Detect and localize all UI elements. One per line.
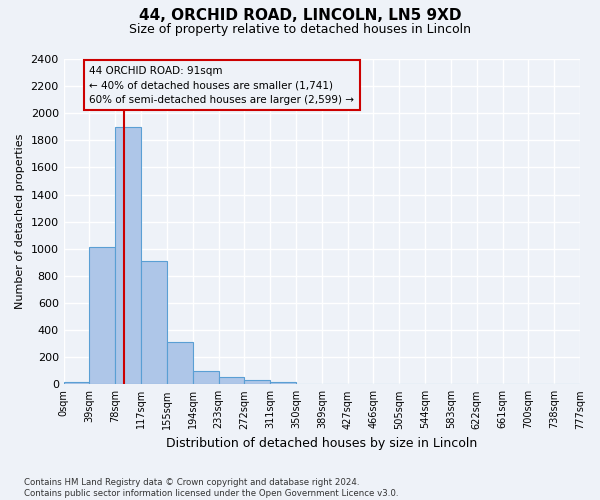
Bar xyxy=(141,261,167,384)
Bar xyxy=(244,380,270,384)
X-axis label: Distribution of detached houses by size in Lincoln: Distribution of detached houses by size … xyxy=(166,437,478,450)
Bar xyxy=(115,127,141,384)
Bar xyxy=(89,248,115,384)
Bar xyxy=(218,377,244,384)
Bar xyxy=(64,382,89,384)
Bar xyxy=(270,382,296,384)
Text: Contains HM Land Registry data © Crown copyright and database right 2024.
Contai: Contains HM Land Registry data © Crown c… xyxy=(24,478,398,498)
Text: Size of property relative to detached houses in Lincoln: Size of property relative to detached ho… xyxy=(129,22,471,36)
Text: 44 ORCHID ROAD: 91sqm
← 40% of detached houses are smaller (1,741)
60% of semi-d: 44 ORCHID ROAD: 91sqm ← 40% of detached … xyxy=(89,66,355,105)
Y-axis label: Number of detached properties: Number of detached properties xyxy=(15,134,25,310)
Bar xyxy=(167,342,193,384)
Bar xyxy=(193,371,218,384)
Text: 44, ORCHID ROAD, LINCOLN, LN5 9XD: 44, ORCHID ROAD, LINCOLN, LN5 9XD xyxy=(139,8,461,22)
